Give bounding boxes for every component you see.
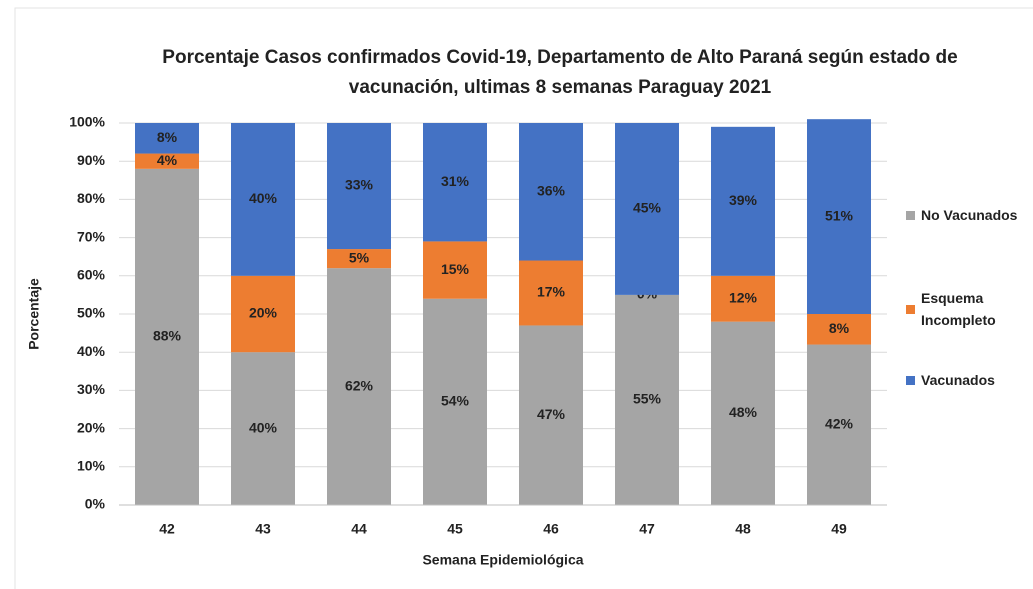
data-label: 39% bbox=[729, 192, 758, 208]
data-label: 17% bbox=[537, 284, 566, 300]
data-label: 33% bbox=[345, 177, 374, 193]
bar-segment bbox=[423, 123, 487, 242]
data-label: 8% bbox=[157, 129, 178, 145]
legend-entry: Vacunados bbox=[906, 369, 1031, 391]
data-label: 12% bbox=[729, 289, 758, 305]
bar-segment bbox=[423, 241, 487, 299]
x-tick-label: 42 bbox=[159, 521, 175, 537]
legend-swatch bbox=[906, 210, 915, 220]
y-tick-label: 10% bbox=[77, 458, 106, 474]
y-tick-label: 100% bbox=[69, 114, 105, 130]
data-label: 45% bbox=[633, 200, 662, 216]
legend-label: Esquema Incompleto bbox=[921, 290, 996, 328]
bar-segment bbox=[231, 123, 295, 276]
bar-segment bbox=[519, 123, 583, 261]
y-tick-label: 90% bbox=[77, 152, 106, 168]
y-tick-label: 60% bbox=[77, 267, 106, 283]
legend-entry: No Vacunados bbox=[906, 204, 1031, 226]
y-tick-label: 40% bbox=[77, 343, 106, 359]
data-label: 88% bbox=[153, 328, 182, 344]
y-tick-label: 20% bbox=[77, 419, 106, 435]
bar-segment bbox=[711, 275, 775, 322]
y-tick-label: 50% bbox=[77, 305, 106, 321]
y-tick-label: 80% bbox=[77, 190, 106, 206]
bar-segment bbox=[711, 321, 775, 505]
x-tick-label: 43 bbox=[255, 521, 271, 537]
y-tick-label: 30% bbox=[77, 381, 106, 397]
chart-border bbox=[14, 7, 1033, 589]
data-label: 48% bbox=[729, 404, 758, 420]
bar-segment bbox=[135, 153, 199, 169]
data-label: 20% bbox=[249, 305, 278, 321]
bar-segment bbox=[423, 298, 487, 505]
data-label: 4% bbox=[157, 152, 178, 168]
y-tick-label: 0% bbox=[85, 496, 106, 512]
x-tick-label: 45 bbox=[447, 521, 463, 537]
legend-label: No Vacunados bbox=[921, 207, 1018, 223]
data-label: 42% bbox=[825, 415, 854, 431]
bar-segment bbox=[807, 344, 871, 505]
bar-segment bbox=[135, 168, 199, 505]
bar-segment bbox=[135, 123, 199, 154]
legend-swatch bbox=[906, 304, 915, 314]
data-label: 8% bbox=[829, 320, 850, 336]
x-tick-label: 44 bbox=[351, 521, 367, 537]
x-tick-label: 47 bbox=[639, 521, 655, 537]
bar-segment bbox=[327, 249, 391, 269]
x-tick-label: 48 bbox=[735, 521, 751, 537]
legend-label: Vacunados bbox=[921, 372, 995, 388]
data-label: 40% bbox=[249, 190, 278, 206]
bar-segment bbox=[807, 314, 871, 345]
bar-segment bbox=[231, 352, 295, 505]
chart-title: vacunación, ultimas 8 semanas Paraguay 2… bbox=[349, 77, 772, 98]
bar-segment bbox=[519, 260, 583, 326]
data-label: 40% bbox=[249, 419, 278, 435]
bar-segment bbox=[231, 275, 295, 353]
data-label: 55% bbox=[633, 391, 662, 407]
data-label: 36% bbox=[537, 182, 566, 198]
legend-swatch bbox=[906, 375, 915, 385]
x-tick-label: 46 bbox=[543, 521, 559, 537]
y-tick-label: 70% bbox=[77, 228, 106, 244]
data-label: 51% bbox=[825, 207, 854, 223]
chart-title: Porcentaje Casos confirmados Covid-19, D… bbox=[162, 47, 957, 68]
bar-segment bbox=[711, 126, 775, 276]
bar-segment bbox=[615, 294, 679, 505]
y-axis-label: Porcentaje bbox=[26, 278, 42, 350]
data-label: 62% bbox=[345, 377, 374, 393]
data-label: 31% bbox=[441, 173, 470, 189]
legend-entry: Esquema Incompleto bbox=[906, 287, 1031, 331]
data-label: 5% bbox=[349, 249, 370, 265]
x-axis-label: Semana Epidemiológica bbox=[422, 552, 583, 568]
bar-segment bbox=[615, 123, 679, 295]
bar-segment bbox=[327, 268, 391, 505]
data-label: 15% bbox=[441, 261, 470, 277]
x-tick-label: 49 bbox=[831, 521, 847, 537]
data-label: 47% bbox=[537, 406, 566, 422]
bar-segment bbox=[807, 119, 871, 315]
data-label: 54% bbox=[441, 393, 470, 409]
bar-segment bbox=[327, 123, 391, 250]
bar-segment bbox=[519, 325, 583, 505]
